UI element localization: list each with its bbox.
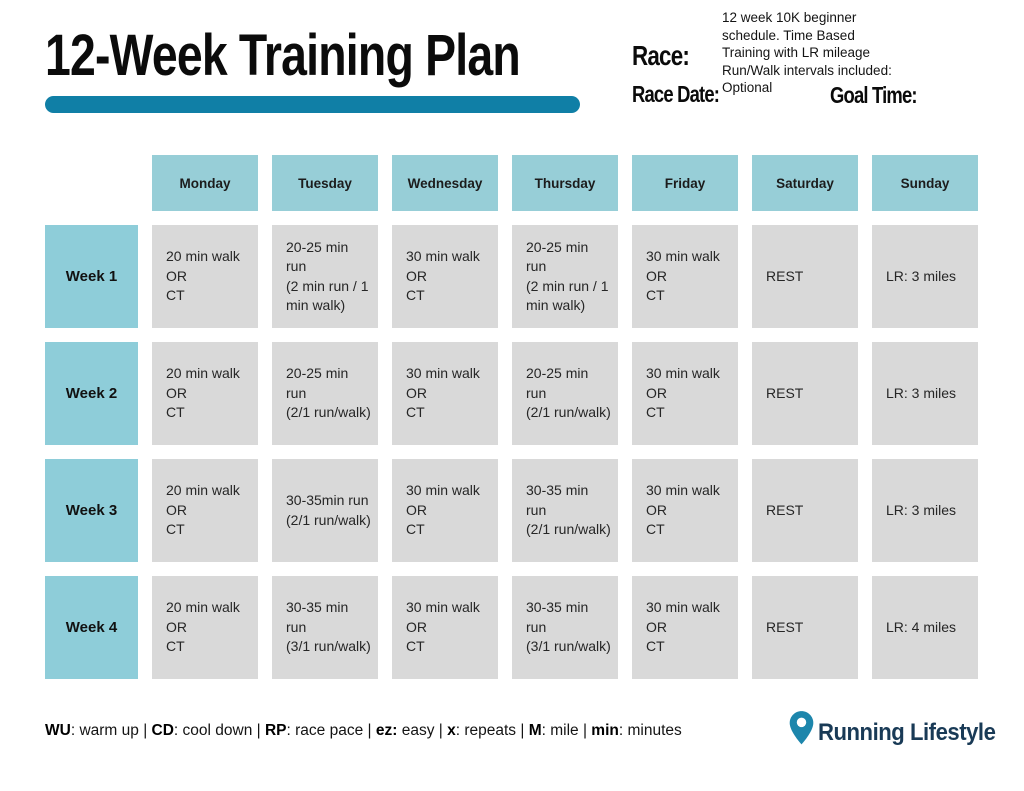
cell-week4-sunday: LR: 4 miles	[872, 576, 978, 679]
race-label: Race:	[632, 40, 690, 71]
legend-abbr: M	[528, 722, 542, 739]
cell-week3-wednesday: 30 min walk OR CT	[392, 459, 498, 562]
cell-week4-wednesday: 30 min walk OR CT	[392, 576, 498, 679]
day-header-saturday: Saturday	[752, 155, 858, 211]
logo: Running Lifestyle	[788, 710, 1011, 755]
cell-week1-tuesday: 20-25 min run (2 min run / 1 min walk)	[272, 225, 378, 328]
day-header-tuesday: Tuesday	[272, 155, 378, 211]
legend-abbr: x	[447, 722, 456, 739]
cell-week2-sunday: LR: 3 miles	[872, 342, 978, 445]
logo-text: Running Lifestyle	[818, 718, 996, 746]
cell-week2-tuesday: 20-25 min run (2/1 run/walk)	[272, 342, 378, 445]
cell-week3-thursday: 30-35 min run (2/1 run/walk)	[512, 459, 618, 562]
day-header-sunday: Sunday	[872, 155, 978, 211]
race-date-label: Race Date:	[632, 81, 720, 107]
cell-week1-wednesday: 30 min walk OR CT	[392, 225, 498, 328]
cell-week2-monday: 20 min walk OR CT	[152, 342, 258, 445]
plan-description: 12 week 10K beginner schedule. Time Base…	[722, 10, 892, 95]
goal-time-label: Goal Time:	[830, 82, 918, 108]
cell-week2-thursday: 20-25 min run (2/1 run/walk)	[512, 342, 618, 445]
cell-week1-saturday: REST	[752, 225, 858, 328]
week-label-3: Week 3	[45, 459, 138, 562]
cell-week3-monday: 20 min walk OR CT	[152, 459, 258, 562]
cell-week4-monday: 20 min walk OR CT	[152, 576, 258, 679]
cell-week1-sunday: LR: 3 miles	[872, 225, 978, 328]
week-label-2: Week 2	[45, 342, 138, 445]
day-header-friday: Friday	[632, 155, 738, 211]
cell-week2-friday: 30 min walk OR CT	[632, 342, 738, 445]
cell-week4-thursday: 30-35 min run (3/1 run/walk)	[512, 576, 618, 679]
cell-week2-wednesday: 30 min walk OR CT	[392, 342, 498, 445]
cell-week2-saturday: REST	[752, 342, 858, 445]
legend-abbr: ez:	[375, 722, 398, 739]
legend-abbr: CD	[151, 722, 174, 739]
cell-week3-tuesday: 30-35min run (2/1 run/walk)	[272, 459, 378, 562]
table-corner-spacer	[45, 155, 138, 211]
week-label-4: Week 4	[45, 576, 138, 679]
cell-week3-saturday: REST	[752, 459, 858, 562]
cell-week4-saturday: REST	[752, 576, 858, 679]
map-pin-icon	[789, 711, 814, 745]
cell-week1-monday: 20 min walk OR CT	[152, 225, 258, 328]
cell-week3-friday: 30 min walk OR CT	[632, 459, 738, 562]
cell-week3-sunday: LR: 3 miles	[872, 459, 978, 562]
cell-week4-friday: 30 min walk OR CT	[632, 576, 738, 679]
cell-week1-thursday: 20-25 min run (2 min run / 1 min walk)	[512, 225, 618, 328]
training-table: Monday Tuesday Wednesday Thursday Friday Satu…	[45, 155, 978, 679]
week-label-1: Week 1	[45, 225, 138, 328]
title-underline-bar	[45, 96, 580, 113]
cell-week4-tuesday: 30-35 min run (3/1 run/walk)	[272, 576, 378, 679]
legend-abbr: min	[591, 722, 619, 739]
cell-week1-friday: 30 min walk OR CT	[632, 225, 738, 328]
legend-abbr: RP	[264, 722, 287, 739]
day-header-thursday: Thursday	[512, 155, 618, 211]
day-header-wednesday: Wednesday	[392, 155, 498, 211]
day-header-monday: Monday	[152, 155, 258, 211]
page-title: 12-Week Training Plan	[45, 23, 521, 88]
legend-abbr: WU	[45, 722, 71, 739]
legend: WU: warm up | CD: cool down | RP: race p…	[45, 722, 682, 739]
